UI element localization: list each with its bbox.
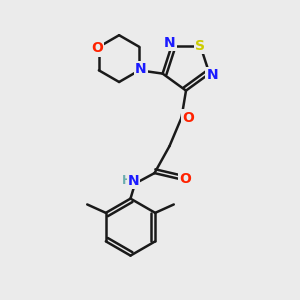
- Text: S: S: [196, 39, 206, 53]
- Text: N: N: [207, 68, 218, 82]
- Text: O: O: [182, 111, 194, 124]
- Text: O: O: [92, 41, 103, 56]
- Text: H: H: [122, 174, 131, 187]
- Text: O: O: [179, 172, 191, 186]
- Text: N: N: [128, 174, 139, 188]
- Text: N: N: [135, 62, 147, 76]
- Text: N: N: [164, 36, 176, 50]
